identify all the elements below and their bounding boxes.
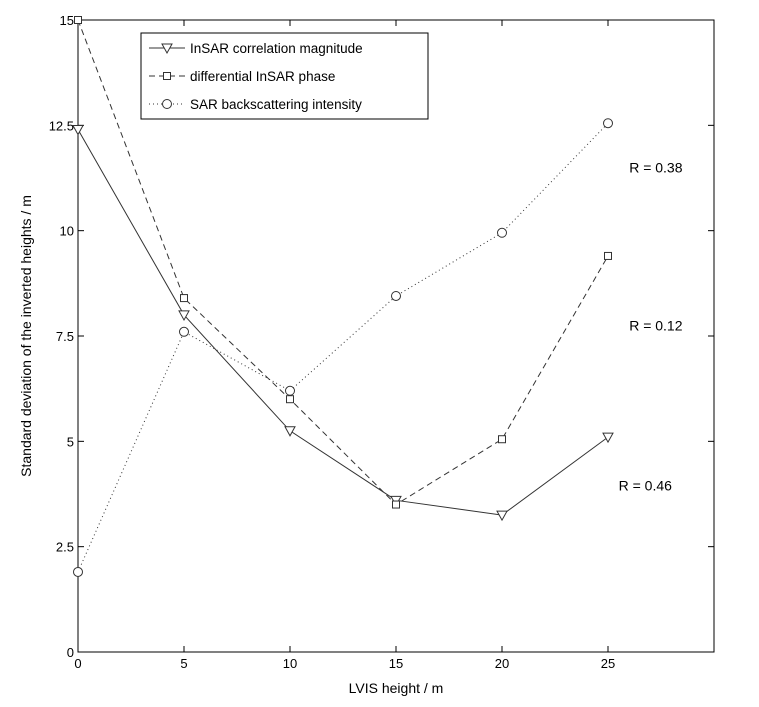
- data-point: [73, 566, 83, 577]
- legend-label: differential InSAR phase: [190, 69, 335, 84]
- legend-box: [140, 32, 429, 120]
- data-point: [392, 500, 400, 509]
- series-2: [74, 16, 612, 509]
- correlation-annotation: R = 0.46: [619, 478, 673, 494]
- legend-entry: SAR backscattering intensity: [149, 97, 362, 112]
- y-tick-label: 2.5: [56, 540, 74, 555]
- x-tick-label: 5: [180, 656, 187, 671]
- annotations: R = 0.38 R = 0.12 R = 0.46: [619, 159, 683, 493]
- y-tick-label: 5: [67, 434, 74, 449]
- legend-marker: [163, 72, 171, 80]
- series-line: [77, 19, 609, 506]
- x-tick-label: 25: [601, 656, 615, 671]
- series-3: [73, 118, 613, 577]
- x-axis-label: LVIS height / m: [349, 680, 444, 696]
- y-tick-label: 12.5: [49, 118, 74, 133]
- legend-entry: InSAR correlation magnitude: [149, 41, 363, 56]
- legend-label: SAR backscattering intensity: [190, 97, 362, 112]
- x-tick-label: 15: [389, 656, 403, 671]
- y-tick-label: 15: [60, 13, 74, 28]
- correlation-annotation: R = 0.12: [629, 317, 683, 333]
- data-point: [74, 16, 82, 24]
- data-point: [178, 310, 190, 321]
- data-point: [497, 227, 507, 238]
- data-point: [496, 510, 508, 522]
- x-tick-label: 0: [74, 656, 81, 671]
- data-point: [180, 294, 188, 303]
- y-tick-label: 7.5: [56, 329, 74, 344]
- data-point: [603, 118, 613, 129]
- data-point: [285, 385, 295, 396]
- legend-label: InSAR correlation magnitude: [190, 41, 363, 56]
- x-tick-label: 10: [283, 656, 297, 671]
- y-axis-label: Standard deviation of the inverted heigh…: [18, 195, 34, 477]
- legend-marker: [161, 43, 173, 55]
- y-tick-label: 0: [67, 645, 74, 660]
- y-tick-label: 10: [60, 224, 74, 239]
- x-tick-label: 20: [495, 656, 509, 671]
- data-point: [498, 435, 506, 444]
- data-point: [284, 426, 296, 437]
- correlation-annotation: R = 0.38: [629, 159, 683, 175]
- data-point: [391, 290, 401, 301]
- data-point: [179, 326, 189, 337]
- legend-marker: [162, 99, 172, 109]
- legend: InSAR correlation magnitude differential …: [140, 32, 429, 120]
- data-point: [602, 432, 614, 444]
- legend-entry: differential InSAR phase: [149, 69, 335, 84]
- data-point: [286, 395, 294, 404]
- data-point: [604, 251, 612, 260]
- data-point: [72, 125, 84, 136]
- series-layer: [72, 16, 614, 577]
- axis-ticks: 0 5 10 15 20 25 0 2.5 5 7.5 10 12.5 15: [49, 13, 714, 671]
- series-line: [77, 129, 609, 516]
